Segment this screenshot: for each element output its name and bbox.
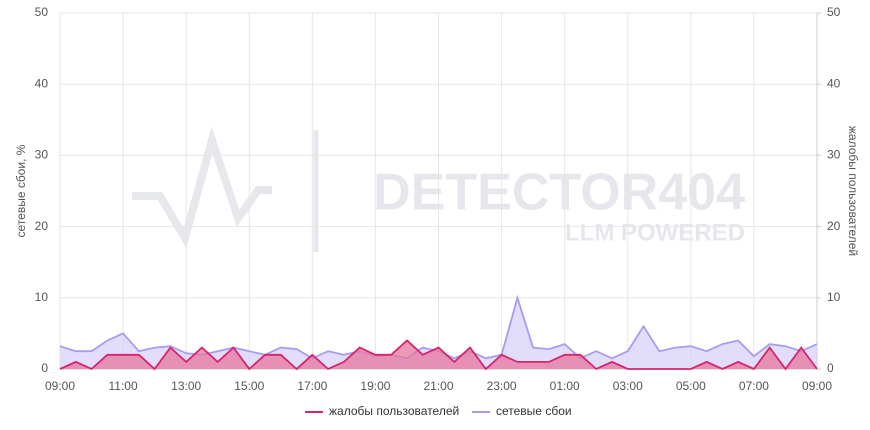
watermark-subtitle: LLM POWERED [565, 219, 745, 246]
y-tick-label: 20 [35, 219, 49, 233]
x-tick-label: 09:00 [802, 379, 832, 393]
y-tick-label: 30 [35, 148, 49, 162]
area [60, 340, 817, 369]
x-tick-label: 01:00 [550, 379, 580, 393]
x-tick-label: 15:00 [234, 379, 264, 393]
x-tick-label: 05:00 [676, 379, 706, 393]
legend-label: сетевые сбои [496, 404, 572, 418]
x-tick-label: 13:00 [171, 379, 201, 393]
x-tick-label: 23:00 [487, 379, 517, 393]
y2-tick-label: 30 [827, 148, 841, 162]
watermark-title: DETECTOR404 [373, 164, 745, 222]
x-tick-label: 19:00 [360, 379, 390, 393]
y-tick-label: 0 [41, 361, 48, 375]
x-tick-label: 07:00 [739, 379, 769, 393]
x-tick-label: 11:00 [109, 379, 138, 393]
x-tick-label: 21:00 [423, 379, 453, 393]
y2-tick-label: 20 [827, 219, 841, 233]
x-tick-label: 17:00 [297, 379, 327, 393]
x-tick-label: 09:00 [45, 379, 75, 393]
y-tick-label: 50 [35, 5, 49, 19]
y-tick-label: 40 [35, 76, 49, 90]
y2-tick-label: 50 [827, 5, 841, 19]
watermark-logo [132, 126, 272, 249]
legend-label: жалобы пользователей [329, 404, 459, 418]
x-tick-label: 03:00 [613, 379, 643, 393]
y-tick-label: 10 [35, 290, 49, 304]
y2-tick-label: 10 [827, 290, 841, 304]
y2-tick-label: 0 [827, 361, 834, 375]
y-axis-label: сетевые сбои, % [14, 144, 28, 237]
y2-axis-label: жалобы пользователей [846, 126, 860, 256]
y2-tick-label: 40 [827, 76, 841, 90]
line [59, 339, 818, 371]
watermark: DETECTOR404 LLM POWERED [132, 126, 745, 252]
